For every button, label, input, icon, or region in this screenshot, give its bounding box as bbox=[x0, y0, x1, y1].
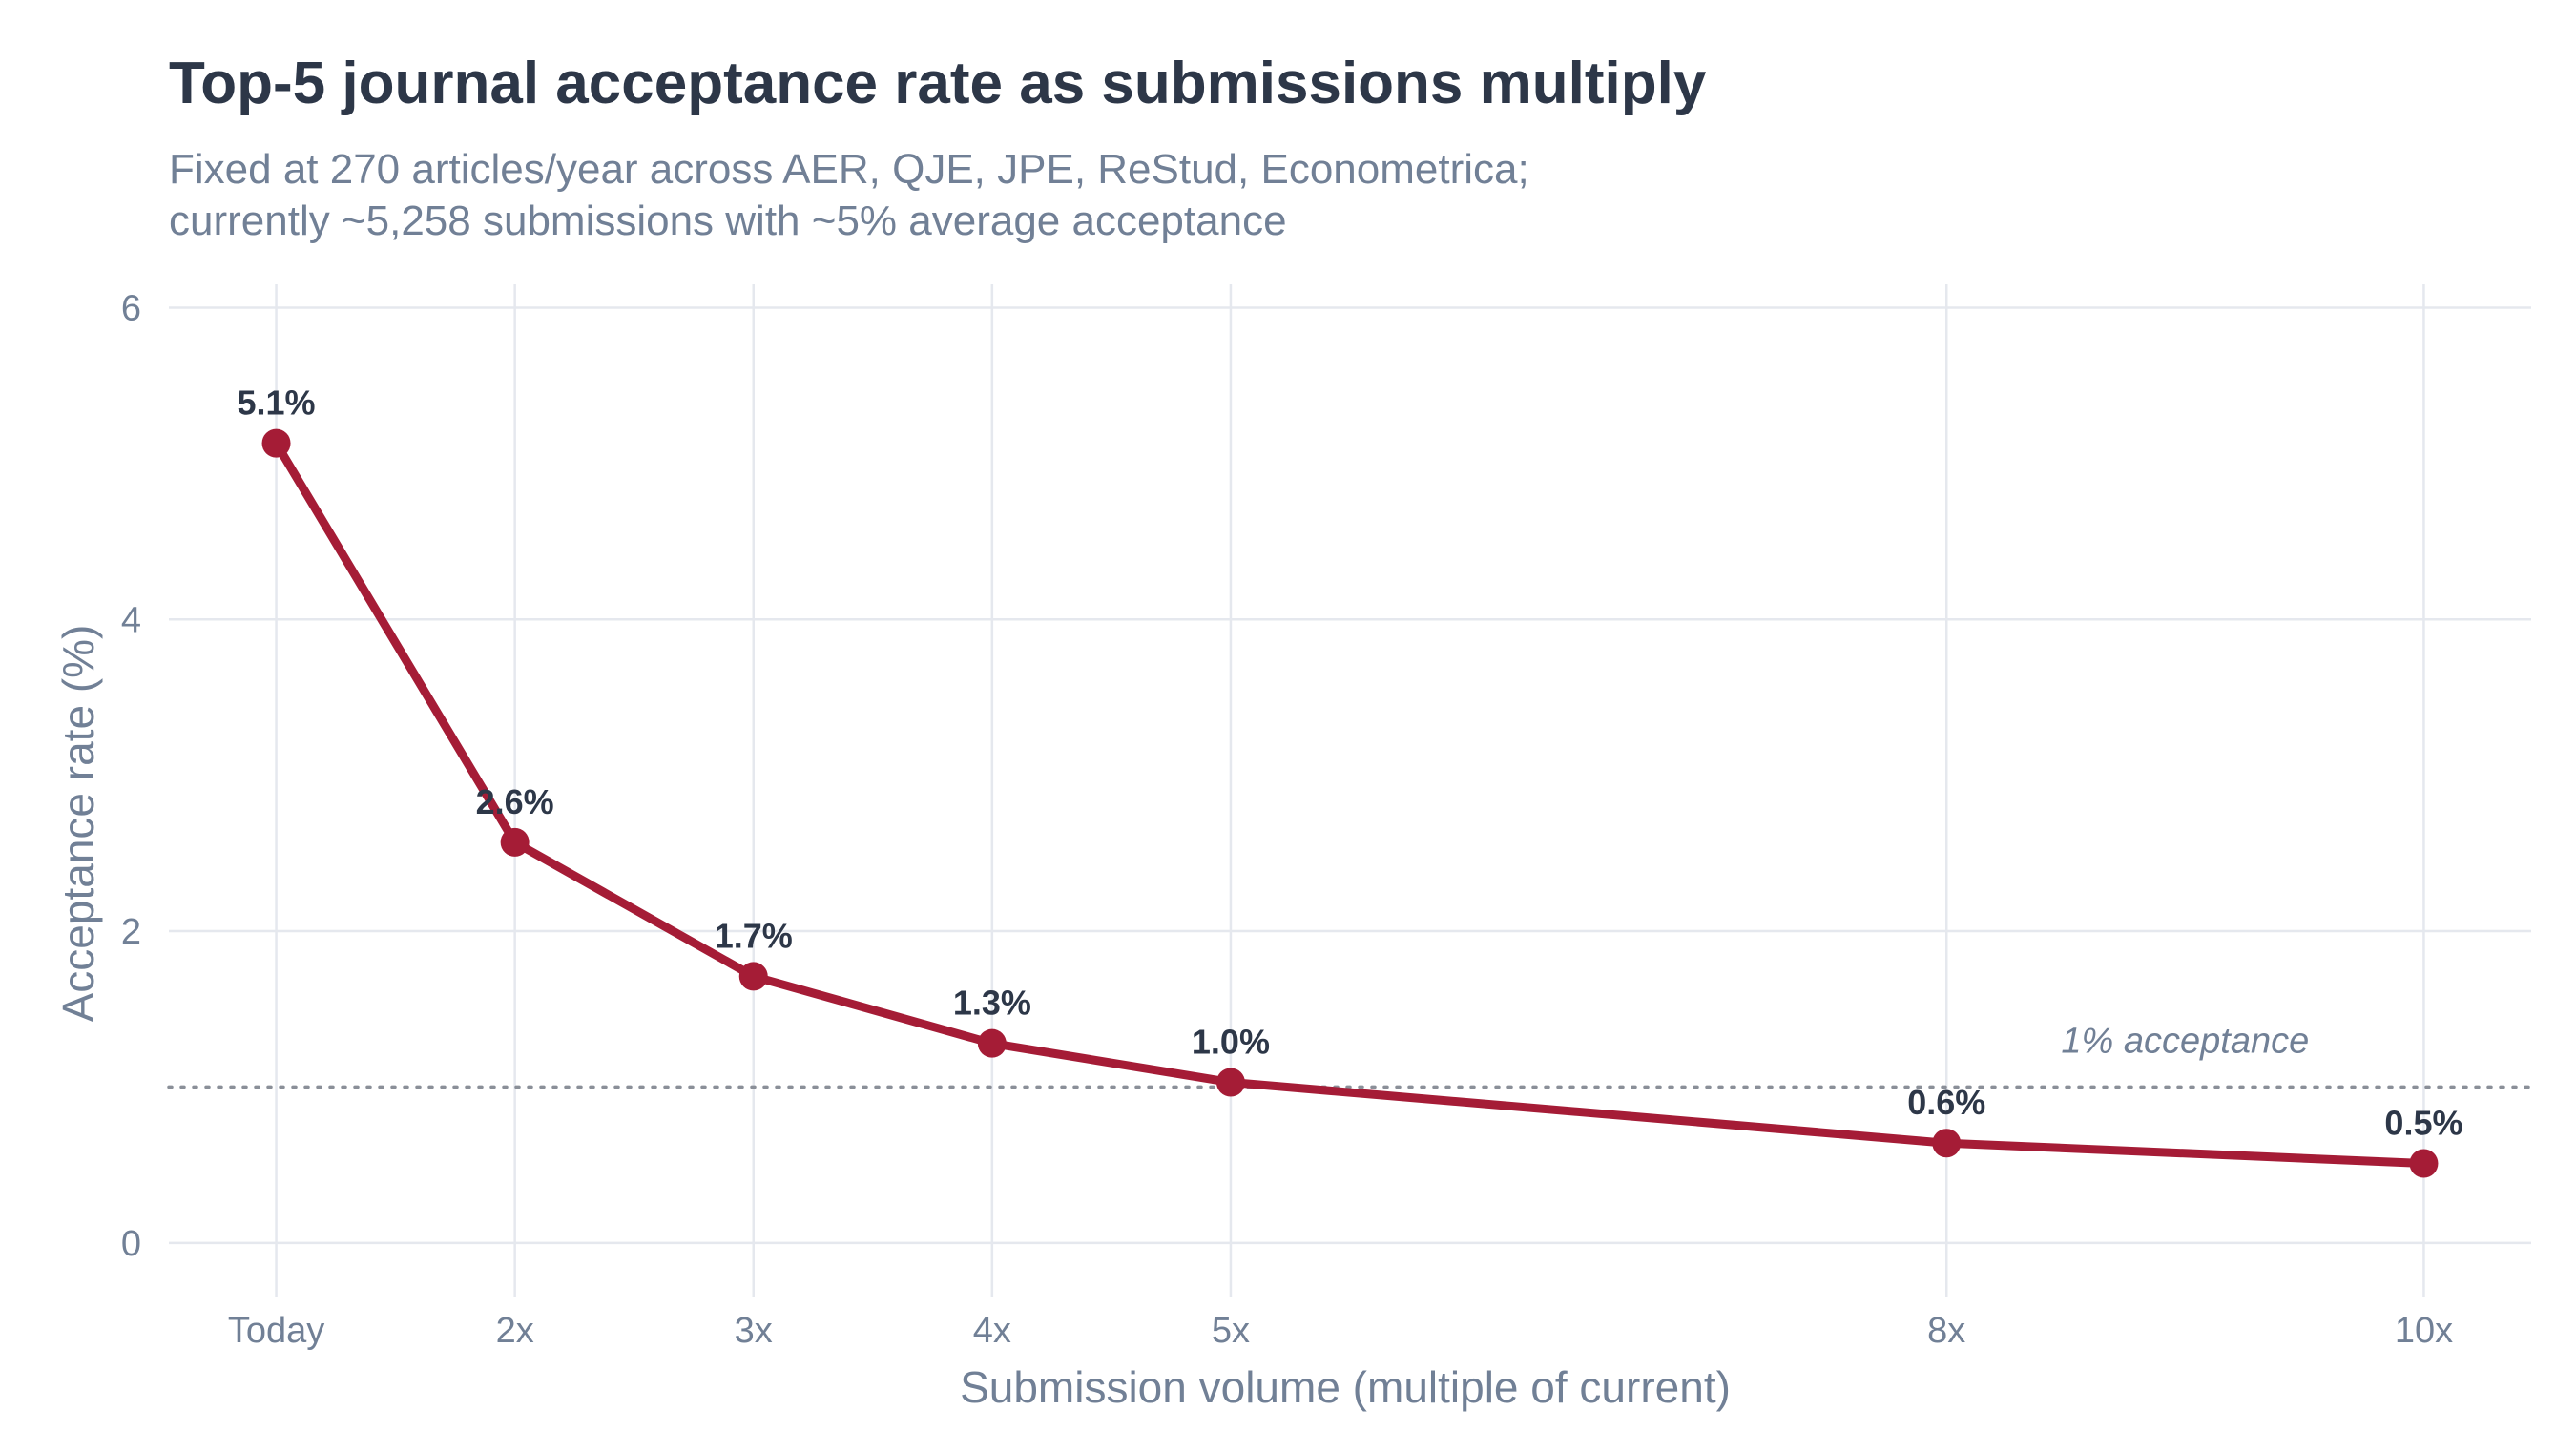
chart-subtitle-line-1: Fixed at 270 articles/year across AER, Q… bbox=[169, 146, 1529, 193]
chart-title: Top-5 journal acceptance rate as submiss… bbox=[169, 51, 1707, 116]
y-tick-label: 0 bbox=[121, 1224, 141, 1264]
x-tick-label: 8x bbox=[1927, 1311, 1965, 1351]
reference-line-group: 1% acceptance bbox=[167, 1021, 2533, 1089]
data-point bbox=[1932, 1129, 1962, 1158]
x-tick-label: Today bbox=[228, 1311, 324, 1351]
x-axis-title: Submission volume (multiple of current) bbox=[960, 1362, 1731, 1412]
data-point bbox=[738, 962, 768, 991]
data-label: 0.5% bbox=[2384, 1103, 2462, 1142]
x-tick-label: 4x bbox=[973, 1311, 1011, 1351]
y-tick-label: 2 bbox=[121, 912, 141, 952]
data-label: 1.3% bbox=[953, 984, 1031, 1023]
x-tick-label: 3x bbox=[735, 1311, 773, 1351]
data-label: 0.6% bbox=[1907, 1083, 1985, 1122]
data-point bbox=[977, 1028, 1007, 1058]
data-label: 1.7% bbox=[715, 916, 793, 955]
data-point bbox=[2409, 1149, 2439, 1178]
x-tick-label: 2x bbox=[496, 1311, 534, 1351]
gridlines bbox=[169, 284, 2531, 1297]
y-axis-title: Acceptance rate (%) bbox=[53, 625, 103, 1023]
series: 5.1% 2.6% 1.7% 1.3% 1.0% 0.6% 0.5% bbox=[238, 384, 2462, 1178]
reference-line-label: 1% acceptance bbox=[2061, 1021, 2309, 1061]
axes: 0 2 4 6 Today 2x 3x 4x 5x 8x 10x bbox=[121, 289, 2453, 1351]
x-tick-label: 10x bbox=[2395, 1311, 2453, 1351]
x-tick-label: 5x bbox=[1212, 1311, 1250, 1351]
data-label: 2.6% bbox=[476, 782, 554, 821]
data-point bbox=[500, 827, 530, 857]
y-tick-label: 4 bbox=[121, 600, 141, 640]
y-tick-label: 6 bbox=[121, 289, 141, 329]
data-point bbox=[1215, 1068, 1245, 1097]
data-label: 5.1% bbox=[238, 384, 316, 423]
data-label: 1.0% bbox=[1192, 1023, 1270, 1062]
chart-subtitle-line-2: currently ~5,258 submissions with ~5% av… bbox=[169, 197, 1287, 244]
data-point bbox=[261, 428, 291, 458]
